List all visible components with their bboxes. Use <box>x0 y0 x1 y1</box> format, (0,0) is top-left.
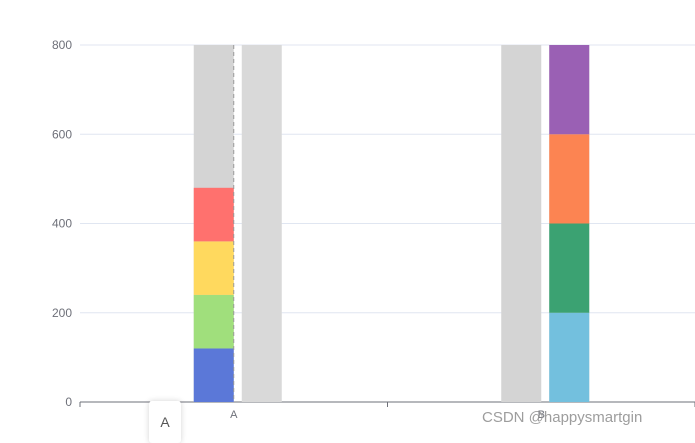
y-tick-label: 800 <box>52 38 72 52</box>
watermark: CSDN @happysmartgin <box>482 409 643 426</box>
background-bar <box>241 45 282 402</box>
y-tick-label: 200 <box>52 306 72 320</box>
bar-segment <box>549 134 590 224</box>
y-tick-label: 400 <box>52 217 72 231</box>
bar-segment <box>549 45 590 135</box>
bar-segment <box>193 348 234 402</box>
x-tick-label: A <box>230 409 238 421</box>
bar-segment <box>193 294 234 349</box>
axis-tooltip: A <box>149 401 181 443</box>
tooltip-label: A <box>160 414 170 430</box>
bar-segment <box>193 187 234 242</box>
background-bar <box>501 45 542 402</box>
bar-segment <box>549 312 590 402</box>
bar-segment <box>549 223 590 313</box>
x-tick-label: B <box>538 409 545 421</box>
y-tick-label: 600 <box>52 127 72 141</box>
bar-segment <box>193 241 234 295</box>
y-tick-label: 0 <box>65 395 72 409</box>
